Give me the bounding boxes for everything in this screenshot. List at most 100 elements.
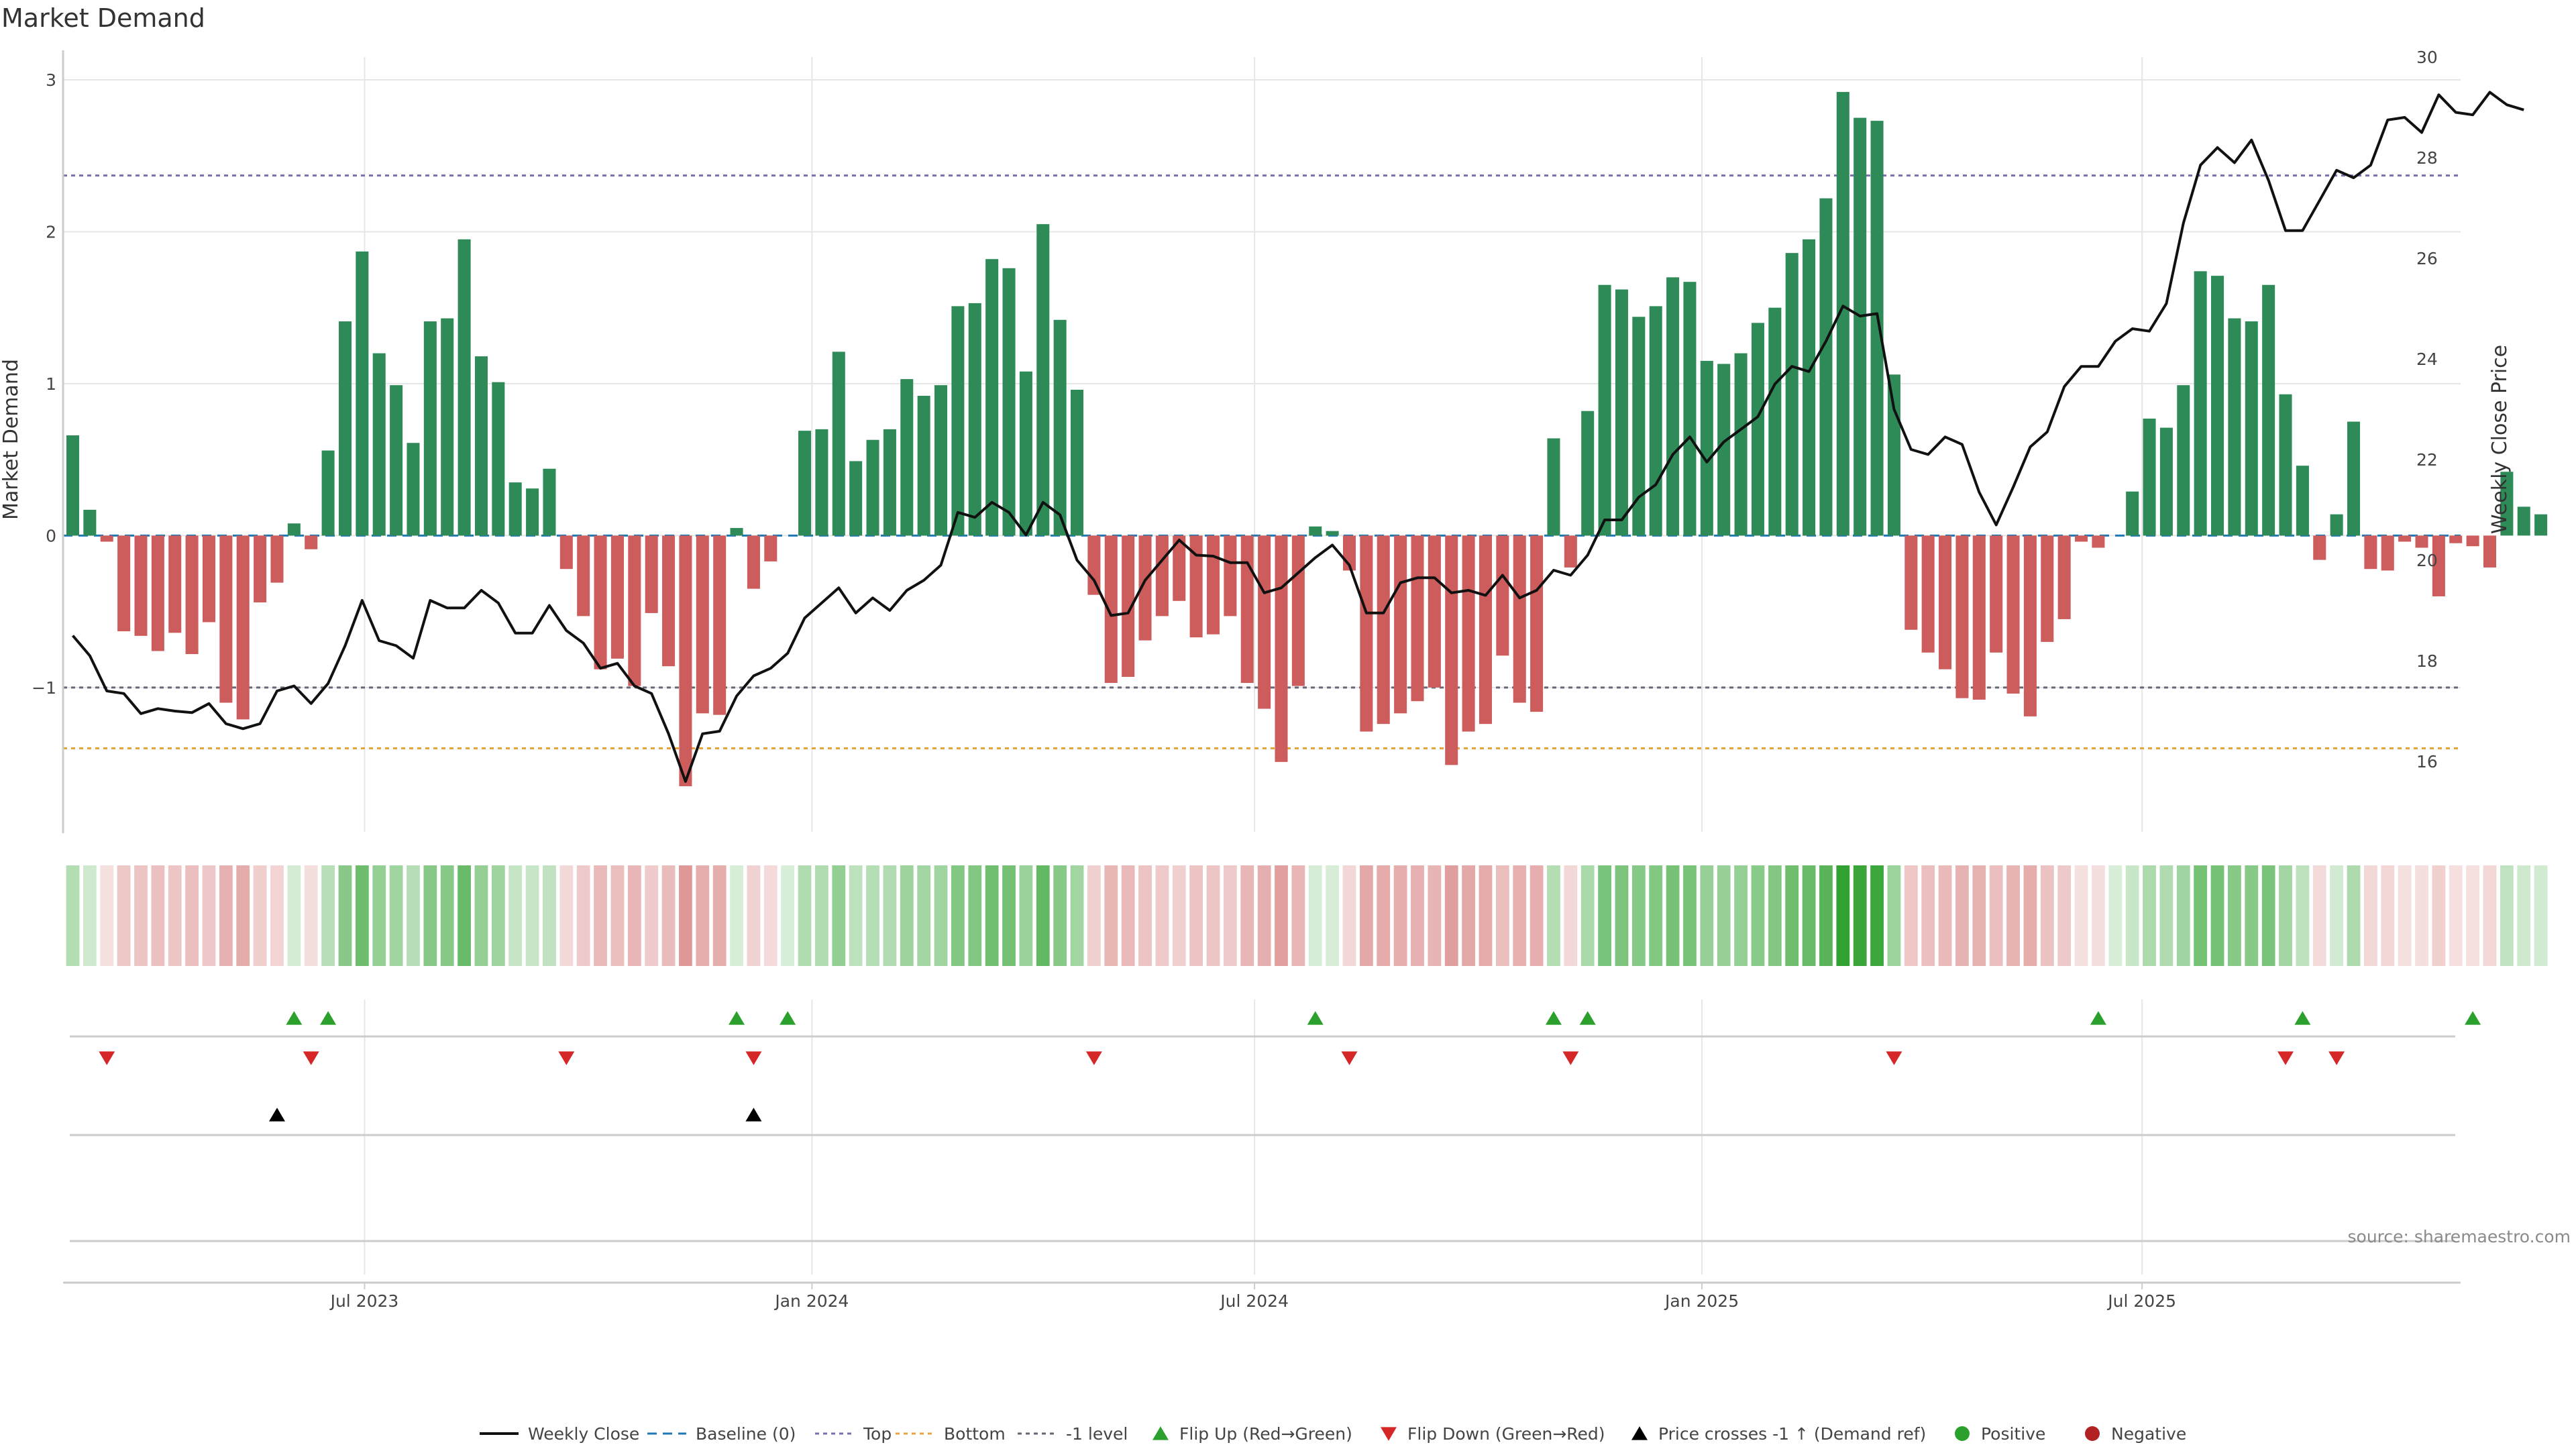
- demand-bar: [1224, 535, 1237, 616]
- heat-cell: [934, 865, 948, 966]
- demand-bar: [628, 535, 641, 686]
- heat-cell: [679, 865, 692, 966]
- demand-bar: [1445, 535, 1458, 765]
- heat-cell: [1598, 865, 1611, 966]
- heat-cell: [66, 865, 80, 966]
- heat-cell: [253, 865, 267, 966]
- demand-bar: [645, 535, 658, 613]
- demand-bar: [100, 535, 113, 542]
- demand-bar: [1547, 438, 1560, 536]
- heat-cell: [1342, 865, 1356, 966]
- heat-cell: [1972, 865, 1986, 966]
- demand-bar: [1921, 535, 1935, 653]
- x-tick-label: Jul 2023: [329, 1291, 399, 1311]
- demand-bar: [1904, 535, 1918, 630]
- heat-cell: [1666, 865, 1680, 966]
- heat-cell: [2330, 865, 2344, 966]
- y2-tick-label: 30: [2416, 48, 2438, 67]
- demand-bar: [934, 385, 948, 536]
- heat-cell: [2517, 865, 2531, 966]
- flip-down-marker: [303, 1051, 319, 1065]
- legend-label: Flip Down (Green→Red): [1407, 1424, 1605, 1444]
- legend-label: Flip Up (Red→Green): [1179, 1424, 1352, 1444]
- heat-cell: [2228, 865, 2241, 966]
- heat-cell: [2312, 865, 2326, 966]
- price-line-group: [71, 91, 2524, 783]
- demand-bar: [2330, 514, 2343, 536]
- demand-bar: [1887, 374, 1900, 536]
- demand-bar: [151, 535, 164, 651]
- demand-bar: [2313, 535, 2326, 560]
- heat-cell: [2261, 865, 2275, 966]
- demand-bar: [764, 535, 777, 561]
- demand-bar: [458, 239, 471, 536]
- demand-bar: [1275, 535, 1288, 762]
- demand-bar: [1411, 535, 1424, 702]
- legend-negative: Negative: [2085, 1424, 2186, 1444]
- heat-cell: [1444, 865, 1458, 966]
- demand-bar: [1615, 289, 1628, 536]
- heat-cell: [1921, 865, 1935, 966]
- demand-bar: [577, 535, 590, 616]
- demand-bar: [1751, 323, 1764, 536]
- flip-up-icon: [1152, 1426, 1169, 1440]
- heat-cell: [2159, 865, 2174, 966]
- legend-label: Negative: [2111, 1424, 2186, 1444]
- legend-price-cross: Price crosses -1 ↑ (Demand ref): [1631, 1424, 1926, 1444]
- demand-bar: [1173, 535, 1186, 601]
- heat-cell: [594, 865, 607, 966]
- flip-down-marker: [99, 1051, 115, 1065]
- heat-cell: [576, 865, 590, 966]
- heat-cell: [2245, 865, 2259, 966]
- demand-bar: [2041, 535, 2054, 642]
- legend-flip-down: Flip Down (Green→Red): [1381, 1424, 1605, 1444]
- demand-bar: [185, 535, 199, 655]
- signal-panels: [70, 1011, 2481, 1242]
- y2-tick-label: 18: [2416, 651, 2438, 671]
- x-tick-label: Jan 2024: [773, 1291, 849, 1311]
- demand-bar: [474, 356, 488, 536]
- flip-down-marker: [745, 1051, 762, 1065]
- legend-label: Weekly Close: [528, 1424, 639, 1444]
- demand-bar: [713, 535, 727, 715]
- y2-tick-label: 16: [2416, 752, 2438, 771]
- legend-bottom: Bottom: [896, 1424, 1006, 1444]
- demand-bar: [1206, 535, 1220, 635]
- heat-cell: [458, 865, 471, 966]
- flip-down-icon: [1381, 1427, 1397, 1441]
- heat-cell: [645, 865, 659, 966]
- flip-down-marker: [1341, 1051, 1358, 1065]
- legend-label: Top: [863, 1424, 892, 1444]
- legend-label: Positive: [1981, 1424, 2045, 1444]
- demand-bar: [2364, 535, 2377, 570]
- heat-cell: [627, 865, 641, 966]
- demand-bar: [1394, 535, 1407, 714]
- heat-cell: [798, 865, 812, 966]
- demand-bar: [1649, 306, 1662, 536]
- heat-cell: [1308, 865, 1322, 966]
- heat-cell: [1955, 865, 1969, 966]
- demand-bar: [747, 535, 760, 589]
- heat-cell: [2176, 865, 2190, 966]
- heat-cell: [747, 865, 761, 966]
- heat-cell: [2483, 865, 2497, 966]
- demand-bar: [594, 535, 607, 669]
- heat-cell: [1887, 865, 1901, 966]
- heat-cell: [83, 865, 97, 966]
- flip-down-marker: [2328, 1051, 2345, 1065]
- y-tick-label: 2: [46, 222, 56, 241]
- heat-cell: [407, 865, 420, 966]
- y-axis-title: Market Demand: [0, 359, 23, 520]
- demand-bar: [1955, 535, 1969, 698]
- x-tick-label: Jan 2025: [1664, 1291, 1739, 1311]
- heat-cell: [610, 865, 625, 966]
- heat-cell: [1002, 865, 1016, 966]
- flip-down-marker: [558, 1051, 575, 1065]
- heat-cell: [2074, 865, 2088, 966]
- demand-bar: [372, 353, 386, 536]
- demand-bar: [2143, 419, 2156, 536]
- heat-cell: [849, 865, 863, 966]
- heat-cell: [2296, 865, 2310, 966]
- demand-bar: [321, 450, 335, 536]
- demand-bar: [2534, 514, 2548, 536]
